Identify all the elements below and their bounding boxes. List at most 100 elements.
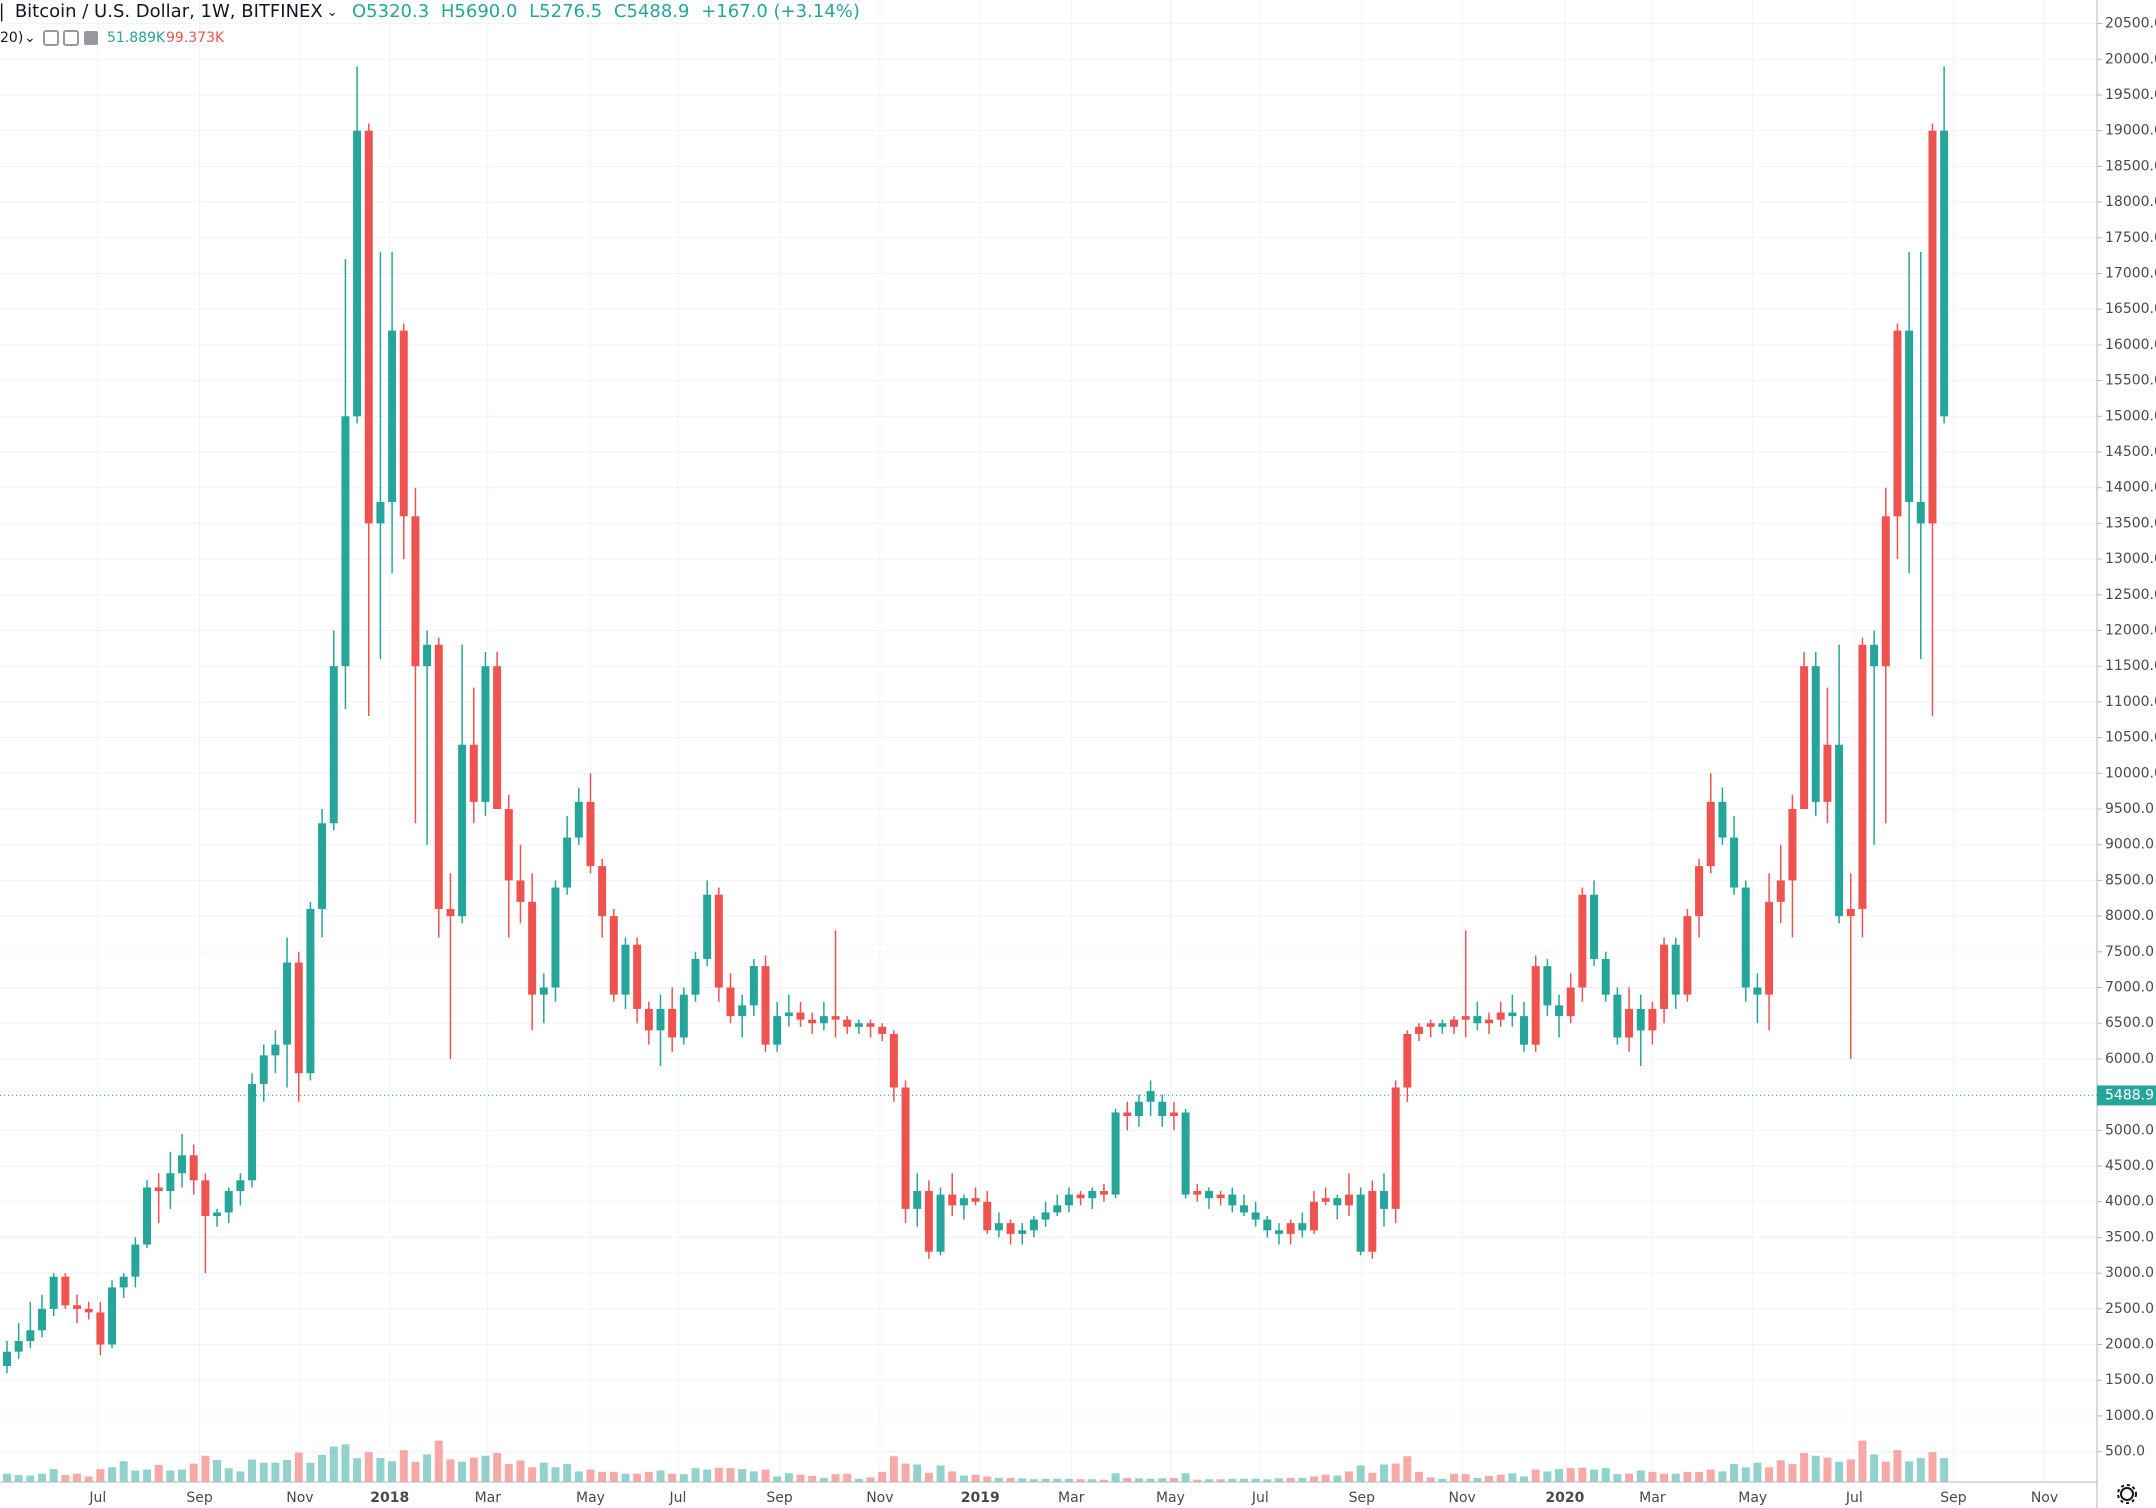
y-tick-label: 9000.0	[2105, 837, 2154, 853]
candle-body	[49, 1276, 58, 1309]
volume-bar	[1881, 1461, 1890, 1482]
candle-body	[1590, 894, 1599, 959]
candle-body	[166, 1173, 175, 1192]
volume-bar	[551, 1467, 560, 1482]
candle-body	[1321, 1198, 1330, 1202]
volume-bar	[516, 1460, 525, 1482]
candle-body	[1531, 966, 1540, 1045]
candle-body	[341, 416, 350, 667]
candle-body	[1111, 1112, 1120, 1195]
candle-body	[1344, 1194, 1353, 1206]
candle-body	[1193, 1191, 1202, 1195]
candle-body	[1870, 644, 1879, 667]
volume-study-name: 20)	[0, 30, 23, 46]
volume-bar	[1450, 1473, 1459, 1482]
y-tick-label: 19500.0	[2105, 87, 2156, 103]
x-tick-label: Sep	[766, 1490, 793, 1506]
symbol-text: Bitcoin / U.S. Dollar, 1W, BITFINEX	[15, 1, 323, 22]
candle-body	[1204, 1191, 1213, 1199]
volume-bar	[1415, 1471, 1424, 1482]
x-tick-label: May	[1156, 1490, 1185, 1506]
volume-bar	[446, 1459, 455, 1482]
settings-icon[interactable]	[63, 30, 79, 46]
y-tick-label: 17000.0	[2105, 265, 2156, 281]
candle-body	[1158, 1101, 1167, 1117]
ohlc-high: H5690.0	[441, 1, 518, 22]
candle-body	[38, 1308, 47, 1331]
x-tick-label: Mar	[1639, 1490, 1666, 1506]
candle-body	[1064, 1194, 1073, 1206]
x-tick-label: Mar	[475, 1490, 502, 1506]
volume-bar	[1064, 1478, 1073, 1482]
volume-bar	[796, 1474, 805, 1482]
volume-bar	[73, 1473, 82, 1482]
candle-body	[598, 866, 607, 917]
x-tick-label: Nov	[286, 1490, 313, 1506]
candle-body	[178, 1155, 187, 1174]
volume-bar	[353, 1458, 362, 1482]
eye-icon[interactable]	[43, 30, 59, 46]
candle-body	[1379, 1191, 1388, 1209]
candle-body	[1053, 1205, 1062, 1213]
volume-bar	[889, 1456, 898, 1482]
volume-bar	[1053, 1478, 1062, 1482]
dropdown-caret[interactable]: ⌄	[327, 5, 338, 20]
y-tick-label: 8000.0	[2105, 908, 2154, 924]
volume-value: 51.889K	[107, 30, 166, 46]
candle-body	[1450, 1019, 1459, 1027]
volume-bar	[411, 1461, 420, 1482]
volume-bar	[1356, 1465, 1365, 1482]
candle-body	[901, 1087, 910, 1209]
volume-bar	[901, 1463, 910, 1482]
candle-body	[889, 1033, 898, 1088]
candle-body	[563, 837, 572, 888]
x-tick-label: Sep	[1940, 1490, 1967, 1506]
candle-body	[714, 894, 723, 988]
candle-body	[201, 1180, 210, 1217]
x-tick-label: Sep	[186, 1490, 213, 1506]
volume-bar	[399, 1450, 408, 1482]
volume-bar	[1485, 1476, 1494, 1482]
candle-body	[948, 1194, 957, 1206]
settings-gear[interactable]	[2117, 1484, 2137, 1504]
candle-body	[481, 666, 490, 802]
candle-body	[1415, 1026, 1424, 1034]
volume-bar	[703, 1469, 712, 1482]
volume-bar	[1893, 1450, 1902, 1482]
volume-bar	[61, 1475, 70, 1482]
candle-layer	[3, 66, 1949, 1374]
volume-bar	[668, 1473, 677, 1482]
volume-bar	[1426, 1477, 1435, 1482]
volume-bar	[1648, 1471, 1657, 1482]
volume-bar	[831, 1474, 840, 1482]
candle-body	[959, 1198, 968, 1206]
volume-bar	[1298, 1477, 1307, 1482]
y-tick-label: 13000.0	[2105, 551, 2156, 567]
volume-bar	[1158, 1478, 1167, 1482]
candle-body	[1076, 1194, 1085, 1199]
candle-body	[306, 908, 315, 1074]
candle-body	[423, 644, 432, 667]
volume-bar	[656, 1470, 665, 1482]
volume-study-caret[interactable]: ⌄	[24, 30, 36, 46]
candle-body	[749, 966, 758, 1006]
candle-body	[924, 1191, 933, 1252]
candle-body	[539, 987, 548, 995]
candle-body	[971, 1198, 980, 1202]
candle-body	[1368, 1191, 1377, 1252]
candle-body	[528, 901, 537, 995]
candle-body	[1695, 866, 1704, 917]
volume-bar	[213, 1459, 222, 1482]
volume-bar	[271, 1462, 280, 1482]
volume-bar	[1928, 1452, 1937, 1482]
candle-body	[1403, 1033, 1412, 1088]
candle-body	[1543, 966, 1552, 1006]
candle-body	[1788, 809, 1797, 881]
y-tick-label: 6500.0	[2105, 1015, 2154, 1031]
candle-body	[73, 1305, 82, 1309]
candle-body	[259, 1055, 268, 1084]
volume-bar	[633, 1473, 642, 1482]
close-icon[interactable]	[84, 31, 98, 45]
volume-bar	[1029, 1479, 1038, 1482]
